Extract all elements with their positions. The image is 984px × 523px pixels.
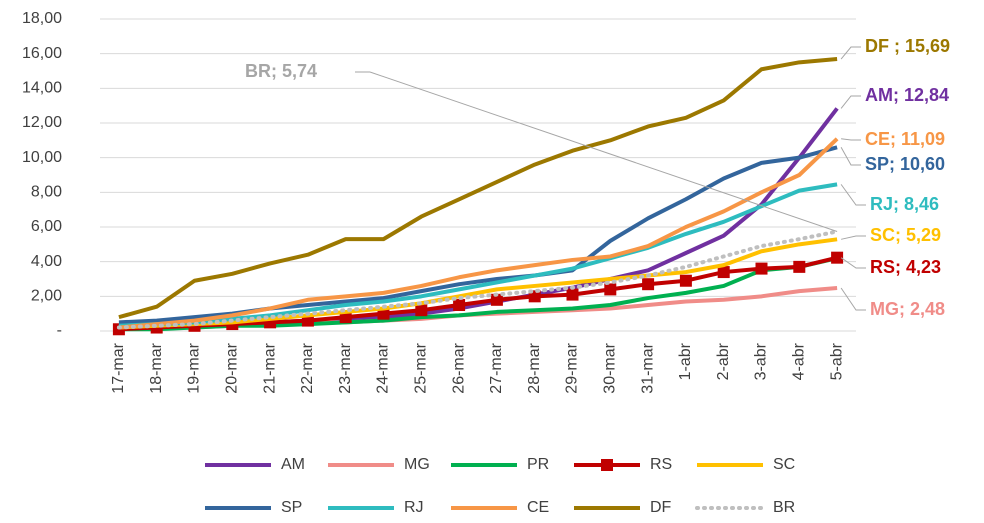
leader-line: [841, 138, 861, 141]
y-tick-label: 10,00: [22, 149, 62, 166]
x-tick-label: 26-mar: [450, 342, 467, 393]
end-label: BR; 5,74: [245, 61, 317, 81]
x-tick-label: 30-mar: [602, 342, 619, 393]
series-line: [118, 137, 839, 330]
leader-line: [840, 235, 866, 240]
legend-label: DF: [650, 499, 672, 516]
legend-label: MG: [404, 456, 430, 473]
end-label: DF ; 15,69: [865, 36, 950, 56]
end-label: SP; 10,60: [865, 154, 945, 174]
series-marker: [490, 293, 503, 306]
x-tick-label: 22-mar: [299, 342, 316, 393]
legend-label: RJ: [404, 499, 424, 516]
y-tick-label: 18,00: [22, 10, 62, 27]
legend-label: SP: [281, 499, 302, 516]
series-marker: [679, 274, 692, 287]
legend-marker: [601, 459, 613, 471]
x-tick-label: 17-mar: [110, 342, 127, 393]
legend-label: CE: [527, 499, 549, 516]
legend-label: AM: [281, 456, 305, 473]
x-tick-label: 5-abr: [828, 342, 845, 380]
y-tick-label: -: [57, 322, 62, 339]
end-label: MG; 2,48: [870, 299, 945, 319]
leader-line: [840, 147, 861, 166]
series-marker: [831, 251, 844, 264]
series-line: [118, 256, 838, 332]
series-marker: [755, 262, 768, 275]
leader-line: [369, 71, 838, 232]
x-tick-label: 25-mar: [413, 342, 430, 393]
series-marker: [453, 299, 466, 311]
y-tick-label: 12,00: [22, 114, 62, 131]
end-label: SC; 5,29: [870, 225, 941, 245]
series-line: [116, 229, 840, 330]
series-marker: [415, 304, 428, 317]
end-label: RJ; 8,46: [870, 194, 939, 214]
legend-label: PR: [527, 456, 549, 473]
leader-line: [840, 184, 866, 206]
series-marker: [642, 278, 655, 291]
x-tick-label: 1-abr: [677, 342, 694, 380]
legend-label: SC: [773, 456, 795, 473]
x-tick-label: 23-mar: [337, 342, 354, 393]
series-marker: [604, 283, 617, 296]
y-tick-label: 8,00: [31, 184, 62, 201]
x-tick-label: 27-mar: [488, 342, 505, 393]
series-marker: [717, 266, 730, 279]
end-label: CE; 11,09: [865, 129, 945, 149]
y-tick-label: 4,00: [31, 253, 62, 270]
y-tick-label: 14,00: [22, 80, 62, 97]
x-tick-label: 2-abr: [715, 342, 732, 380]
leader-line: [840, 46, 861, 60]
x-tick-label: 28-mar: [526, 342, 543, 393]
x-tick-label: 3-abr: [753, 342, 770, 380]
series-marker: [793, 260, 806, 273]
leader-line: [840, 95, 861, 109]
x-tick-label: 18-mar: [148, 342, 165, 393]
x-tick-label: 4-abr: [791, 342, 808, 380]
series-line: [118, 57, 838, 320]
y-tick-label: 16,00: [22, 45, 62, 62]
x-tick-label: 24-mar: [375, 342, 392, 393]
x-tick-label: 21-mar: [261, 342, 278, 393]
y-tick-label: 2,00: [31, 288, 62, 305]
x-tick-label: 29-mar: [564, 342, 581, 393]
leader-line: [840, 257, 866, 269]
legend-label: BR: [773, 499, 795, 516]
legend-label: RS: [650, 456, 672, 473]
series-line: [118, 255, 838, 332]
end-label: RS; 4,23: [870, 257, 941, 277]
x-tick-label: 31-mar: [639, 342, 656, 393]
x-tick-label: 19-mar: [186, 342, 203, 393]
series-marker: [566, 288, 579, 301]
y-tick-label: 6,00: [31, 218, 62, 235]
x-tick-label: 20-mar: [224, 342, 241, 393]
end-label: AM; 12,84: [865, 85, 949, 105]
leader-line: [840, 287, 866, 311]
